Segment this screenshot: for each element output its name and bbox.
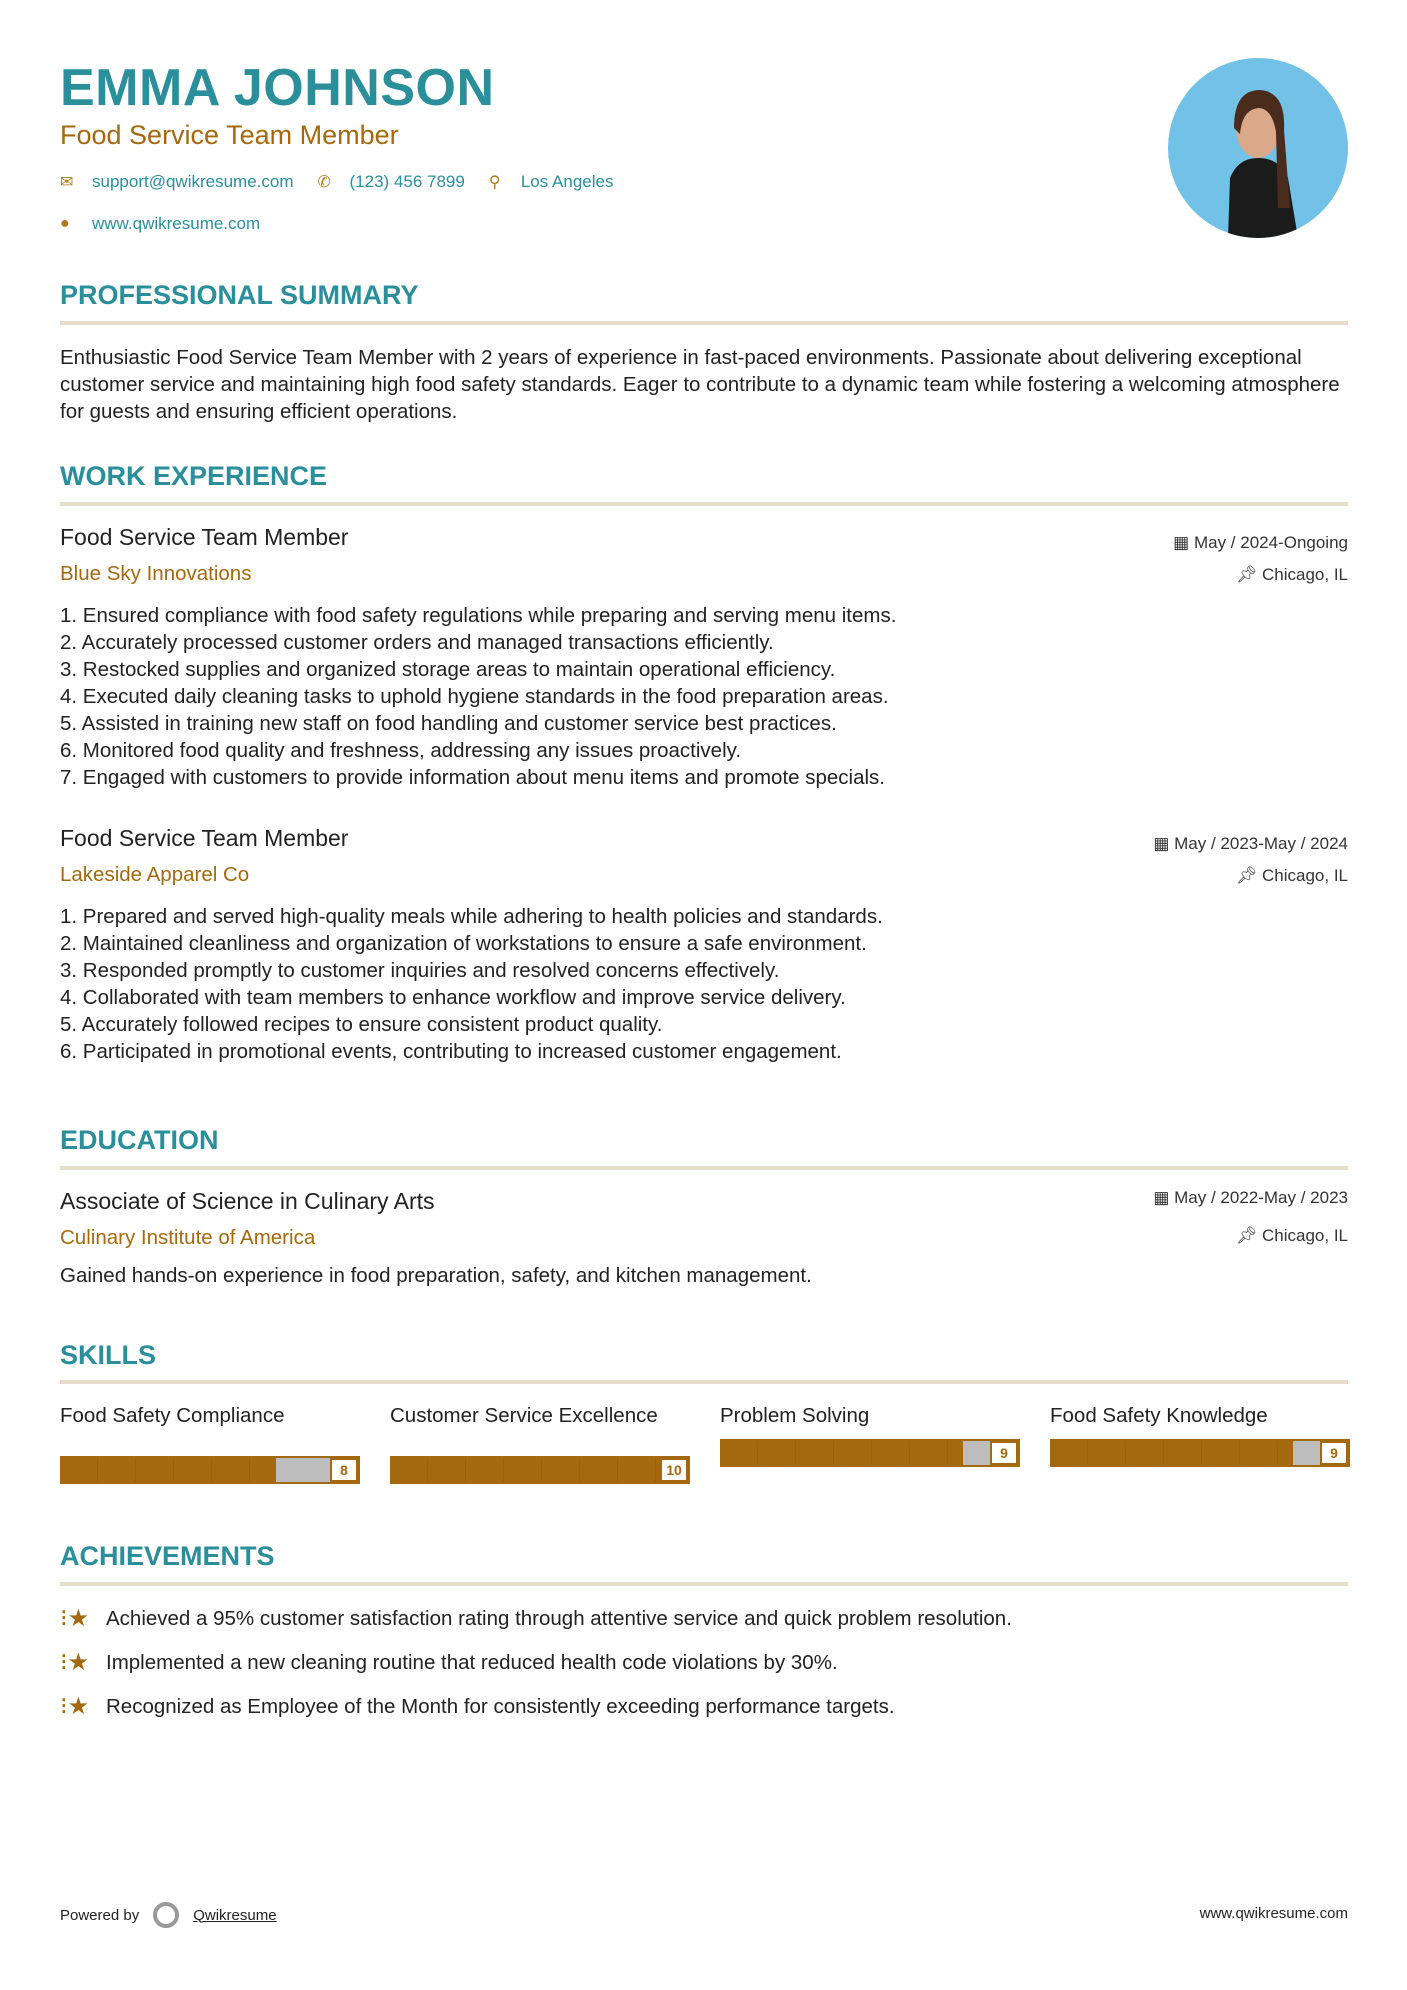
list-item: 7. Engaged with customers to provide inf…: [60, 766, 885, 789]
job-title: Food Service Team Member: [60, 120, 399, 150]
job-title-1: Food Service Team Member: [60, 524, 349, 550]
contact-row: ✉ support@qwikresume.com ✆ (123) 456 789…: [60, 172, 613, 192]
skill-fill: [60, 1458, 276, 1482]
list-item: 6. Participated in promotional events, c…: [60, 1040, 842, 1063]
divider: [60, 1166, 1348, 1170]
list-item: 4. Collaborated with team members to enh…: [60, 986, 846, 1009]
achievement-item: ⁝★ Recognized as Employee of the Month fo…: [60, 1693, 895, 1720]
skill-score: 9: [990, 1441, 1018, 1465]
calendar-icon: ▦: [1153, 1188, 1175, 1207]
location: Los Angeles: [520, 172, 614, 191]
website-link[interactable]: www.qwikresume.com: [92, 214, 261, 233]
email-link[interactable]: support@qwikresume.com: [92, 172, 294, 191]
calendar-icon: ▦: [1153, 834, 1175, 853]
job-location-1: 📌︎ Chicago, IL: [1235, 565, 1348, 584]
calendar-icon: ▦: [1173, 533, 1194, 552]
map-pin-icon: ⚲: [488, 174, 501, 191]
education-date: ▦ May / 2022-May / 2023: [1153, 1188, 1348, 1207]
job-title-2: Food Service Team Member: [60, 825, 349, 851]
skill-bar: 9: [1050, 1439, 1350, 1467]
list-item: 3. Restocked supplies and organized stor…: [60, 658, 836, 681]
skill-item: Customer Service Excellence 10: [390, 1402, 690, 1484]
skill-name: Food Safety Knowledge: [1050, 1404, 1268, 1427]
job-date-2: ▦ May / 2023-May / 2024: [1153, 834, 1348, 853]
experience-heading: WORK EXPERIENCE: [60, 461, 328, 491]
list-item: 5. Assisted in training new staff on foo…: [60, 712, 837, 735]
skill-name: Customer Service Excellence: [390, 1404, 658, 1427]
divider: [60, 1582, 1348, 1586]
divider: [60, 321, 1348, 325]
education-heading: EDUCATION: [60, 1125, 219, 1155]
list-item: 2. Accurately processed customer orders …: [60, 631, 774, 654]
pin-icon: 📌︎: [1235, 1226, 1262, 1245]
skill-score: 10: [660, 1458, 688, 1482]
skill-item: Food Safety Knowledge 9: [1050, 1402, 1350, 1484]
job-date-1: ▦ May / 2024-Ongoing: [1173, 533, 1348, 552]
school: Culinary Institute of America: [60, 1226, 316, 1249]
company-2: Lakeside Apparel Co: [60, 863, 250, 886]
brand-link[interactable]: Qwikresume: [193, 1906, 277, 1924]
skill-track: [390, 1458, 660, 1482]
candidate-name: EMMA JOHNSON: [60, 59, 495, 117]
globe-icon: ●: [60, 215, 70, 232]
skill-bar: 8: [60, 1456, 360, 1484]
job-duties-2: 1. Prepared and served high-quality meal…: [60, 903, 883, 1065]
education-location: 📌︎ Chicago, IL: [1235, 1226, 1348, 1245]
skill-score: 8: [330, 1458, 358, 1482]
divider: [60, 502, 1348, 506]
skill-score: 9: [1320, 1441, 1348, 1465]
skill-track: [720, 1441, 990, 1465]
skill-fill: [720, 1441, 963, 1465]
avatar: [1168, 58, 1348, 238]
achievement-item: ⁝★ Achieved a 95% customer satisfaction r…: [60, 1605, 1012, 1632]
skill-bar: 9: [720, 1439, 1020, 1467]
footer-url[interactable]: www.qwikresume.com: [1199, 1905, 1348, 1922]
website-row: ● www.qwikresume.com: [60, 214, 260, 234]
company-1: Blue Sky Innovations: [60, 562, 252, 585]
achievements-heading: ACHIEVEMENTS: [60, 1541, 275, 1571]
skill-item: Problem Solving 9: [720, 1402, 1020, 1484]
footer-powered: Powered by Qwikresume: [60, 1902, 277, 1928]
list-item: 2. Maintained cleanliness and organizati…: [60, 932, 867, 955]
skills-list: Food Safety Compliance 8 Customer Service…: [60, 1402, 1350, 1484]
list-item: 3. Responded promptly to customer inquir…: [60, 959, 780, 982]
job-duties-1: 1. Ensured compliance with food safety r…: [60, 602, 896, 791]
skill-track: [60, 1458, 330, 1482]
phone: (123) 456 7899: [349, 172, 465, 191]
skill-item: Food Safety Compliance 8: [60, 1402, 360, 1484]
achievement-item: ⁝★ Implemented a new cleaning routine tha…: [60, 1649, 838, 1676]
list-item: 4. Executed daily cleaning tasks to upho…: [60, 685, 889, 708]
list-item: 1. Ensured compliance with food safety r…: [60, 604, 897, 627]
powered-by-label: Powered by: [60, 1906, 140, 1924]
summary-text: Enthusiastic Food Service Team Member wi…: [60, 346, 1340, 423]
pin-icon: 📌︎: [1235, 866, 1262, 885]
envelope-icon: ✉: [60, 174, 74, 191]
star-icon: ⁝★: [60, 1693, 90, 1720]
skill-track: [1050, 1441, 1320, 1465]
skill-fill: [1050, 1441, 1293, 1465]
summary-heading: PROFESSIONAL SUMMARY: [60, 280, 419, 310]
skill-fill: [390, 1458, 660, 1482]
pin-icon: 📌︎: [1235, 565, 1262, 584]
list-item: 5. Accurately followed recipes to ensure…: [60, 1013, 663, 1036]
job-location-2: 📌︎ Chicago, IL: [1235, 866, 1348, 885]
phone-icon: ✆: [317, 174, 331, 191]
degree: Associate of Science in Culinary Arts: [60, 1188, 435, 1214]
skill-name: Food Safety Compliance: [60, 1404, 285, 1427]
divider: [60, 1380, 1348, 1384]
skill-name: Problem Solving: [720, 1404, 870, 1427]
star-icon: ⁝★: [60, 1605, 90, 1632]
list-item: 1. Prepared and served high-quality meal…: [60, 905, 883, 928]
star-icon: ⁝★: [60, 1649, 90, 1676]
skills-heading: SKILLS: [60, 1340, 157, 1370]
skill-bar: 10: [390, 1456, 690, 1484]
education-description: Gained hands-on experience in food prepa…: [60, 1264, 812, 1287]
list-item: 6. Monitored food quality and freshness,…: [60, 739, 742, 762]
qwikresume-logo-icon: [153, 1902, 180, 1928]
